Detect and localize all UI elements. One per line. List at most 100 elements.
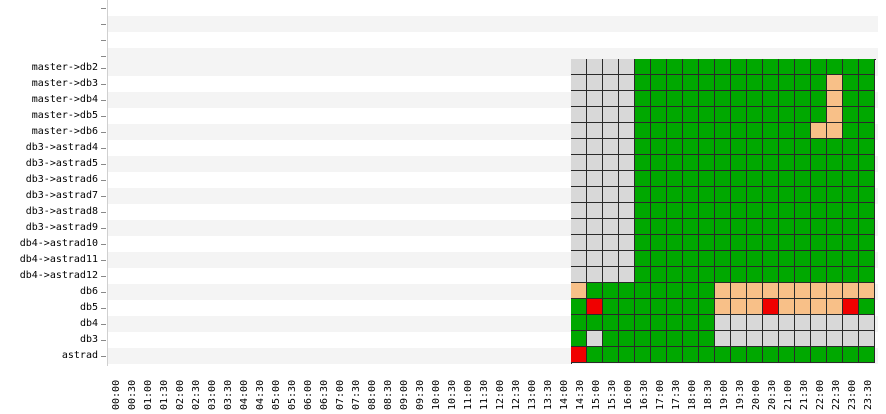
- heatmap-cell-no-data[interactable]: [571, 251, 587, 267]
- heatmap-cell-ok[interactable]: [699, 123, 715, 139]
- heatmap-cell-ok[interactable]: [699, 107, 715, 123]
- heatmap-cell-warning[interactable]: [827, 75, 843, 91]
- heatmap-cell-ok[interactable]: [827, 219, 843, 235]
- heatmap-cell-ok[interactable]: [635, 139, 651, 155]
- heatmap-cell-warning[interactable]: [779, 283, 795, 299]
- heatmap-cell-warning[interactable]: [827, 123, 843, 139]
- heatmap-cell-ok[interactable]: [683, 107, 699, 123]
- heatmap-cell-ok[interactable]: [859, 235, 875, 251]
- heatmap-cell-ok[interactable]: [747, 91, 763, 107]
- heatmap-cell-ok[interactable]: [843, 139, 859, 155]
- heatmap-cell-warning[interactable]: [715, 283, 731, 299]
- heatmap-cell-ok[interactable]: [635, 235, 651, 251]
- heatmap-cell-ok[interactable]: [715, 171, 731, 187]
- heatmap-cell-ok[interactable]: [859, 267, 875, 283]
- heatmap-cell-ok[interactable]: [763, 155, 779, 171]
- heatmap-cell-ok[interactable]: [859, 139, 875, 155]
- heatmap-cell-no-data[interactable]: [811, 331, 827, 347]
- heatmap-cell-ok[interactable]: [635, 59, 651, 75]
- heatmap-cell-ok[interactable]: [731, 107, 747, 123]
- heatmap-cell-ok[interactable]: [683, 299, 699, 315]
- heatmap-cell-no-data[interactable]: [619, 171, 635, 187]
- heatmap-cell-ok[interactable]: [811, 203, 827, 219]
- heatmap-cell-ok[interactable]: [763, 75, 779, 91]
- heatmap-cell-ok[interactable]: [843, 59, 859, 75]
- heatmap-cell-no-data[interactable]: [571, 203, 587, 219]
- heatmap-cell-ok[interactable]: [747, 203, 763, 219]
- heatmap-cell-no-data[interactable]: [811, 315, 827, 331]
- heatmap-cell-ok[interactable]: [699, 299, 715, 315]
- heatmap-cell-no-data[interactable]: [603, 59, 619, 75]
- heatmap-cell-ok[interactable]: [859, 251, 875, 267]
- heatmap-cell-ok[interactable]: [731, 123, 747, 139]
- heatmap-cell-ok[interactable]: [731, 219, 747, 235]
- heatmap-cell-no-data[interactable]: [587, 139, 603, 155]
- heatmap-cell-ok[interactable]: [635, 91, 651, 107]
- heatmap-cell-no-data[interactable]: [619, 75, 635, 91]
- heatmap-cell-ok[interactable]: [683, 315, 699, 331]
- heatmap-cell-ok[interactable]: [795, 139, 811, 155]
- heatmap-cell-ok[interactable]: [651, 139, 667, 155]
- heatmap-cell-no-data[interactable]: [603, 267, 619, 283]
- heatmap-cell-no-data[interactable]: [587, 203, 603, 219]
- heatmap-cell-ok[interactable]: [843, 107, 859, 123]
- heatmap-cell-ok[interactable]: [651, 331, 667, 347]
- heatmap-cell-ok[interactable]: [683, 235, 699, 251]
- heatmap-cell-ok[interactable]: [827, 187, 843, 203]
- heatmap-cell-ok[interactable]: [827, 267, 843, 283]
- heatmap-cell-ok[interactable]: [859, 219, 875, 235]
- heatmap-cell-ok[interactable]: [747, 267, 763, 283]
- heatmap-cell-ok[interactable]: [859, 155, 875, 171]
- heatmap-cell-ok[interactable]: [731, 203, 747, 219]
- heatmap-cell-ok[interactable]: [779, 107, 795, 123]
- heatmap-cell-no-data[interactable]: [843, 331, 859, 347]
- heatmap-cell-no-data[interactable]: [619, 123, 635, 139]
- heatmap-cell-no-data[interactable]: [587, 267, 603, 283]
- heatmap-cell-ok[interactable]: [635, 155, 651, 171]
- heatmap-cell-no-data[interactable]: [603, 91, 619, 107]
- heatmap-cell-ok[interactable]: [651, 171, 667, 187]
- heatmap-cell-ok[interactable]: [779, 187, 795, 203]
- heatmap-cell-warning[interactable]: [747, 299, 763, 315]
- heatmap-cell-no-data[interactable]: [747, 315, 763, 331]
- heatmap-cell-ok[interactable]: [779, 59, 795, 75]
- heatmap-cell-no-data[interactable]: [587, 91, 603, 107]
- heatmap-cell-ok[interactable]: [747, 171, 763, 187]
- heatmap-cell-no-data[interactable]: [859, 331, 875, 347]
- heatmap-cell-ok[interactable]: [795, 235, 811, 251]
- heatmap-cell-ok[interactable]: [811, 91, 827, 107]
- heatmap-cell-ok[interactable]: [731, 267, 747, 283]
- heatmap-cell-no-data[interactable]: [779, 315, 795, 331]
- heatmap-cell-no-data[interactable]: [715, 331, 731, 347]
- heatmap-cell-ok[interactable]: [731, 251, 747, 267]
- heatmap-cell-ok[interactable]: [731, 75, 747, 91]
- heatmap-cell-ok[interactable]: [667, 267, 683, 283]
- heatmap-cell-no-data[interactable]: [603, 235, 619, 251]
- heatmap-cell-ok[interactable]: [571, 299, 587, 315]
- heatmap-cell-ok[interactable]: [763, 219, 779, 235]
- heatmap-cell-error[interactable]: [763, 299, 779, 315]
- heatmap-cell-ok[interactable]: [843, 91, 859, 107]
- heatmap-cell-warning[interactable]: [827, 299, 843, 315]
- heatmap-cell-ok[interactable]: [843, 123, 859, 139]
- heatmap-cell-ok[interactable]: [843, 347, 859, 363]
- heatmap-cell-ok[interactable]: [827, 203, 843, 219]
- heatmap-cell-ok[interactable]: [699, 203, 715, 219]
- heatmap-cell-ok[interactable]: [699, 267, 715, 283]
- heatmap-cell-no-data[interactable]: [731, 331, 747, 347]
- heatmap-cell-warning[interactable]: [747, 283, 763, 299]
- heatmap-cell-warning[interactable]: [731, 283, 747, 299]
- heatmap-cell-ok[interactable]: [811, 107, 827, 123]
- heatmap-cell-no-data[interactable]: [603, 123, 619, 139]
- heatmap-cell-ok[interactable]: [635, 315, 651, 331]
- heatmap-cell-ok[interactable]: [667, 107, 683, 123]
- heatmap-cell-ok[interactable]: [715, 203, 731, 219]
- heatmap-cell-ok[interactable]: [795, 219, 811, 235]
- heatmap-cell-ok[interactable]: [683, 187, 699, 203]
- heatmap-cell-error[interactable]: [571, 347, 587, 363]
- heatmap-cell-no-data[interactable]: [619, 139, 635, 155]
- heatmap-cell-ok[interactable]: [683, 155, 699, 171]
- heatmap-cell-ok[interactable]: [667, 299, 683, 315]
- heatmap-cell-ok[interactable]: [779, 171, 795, 187]
- heatmap-cell-error[interactable]: [587, 299, 603, 315]
